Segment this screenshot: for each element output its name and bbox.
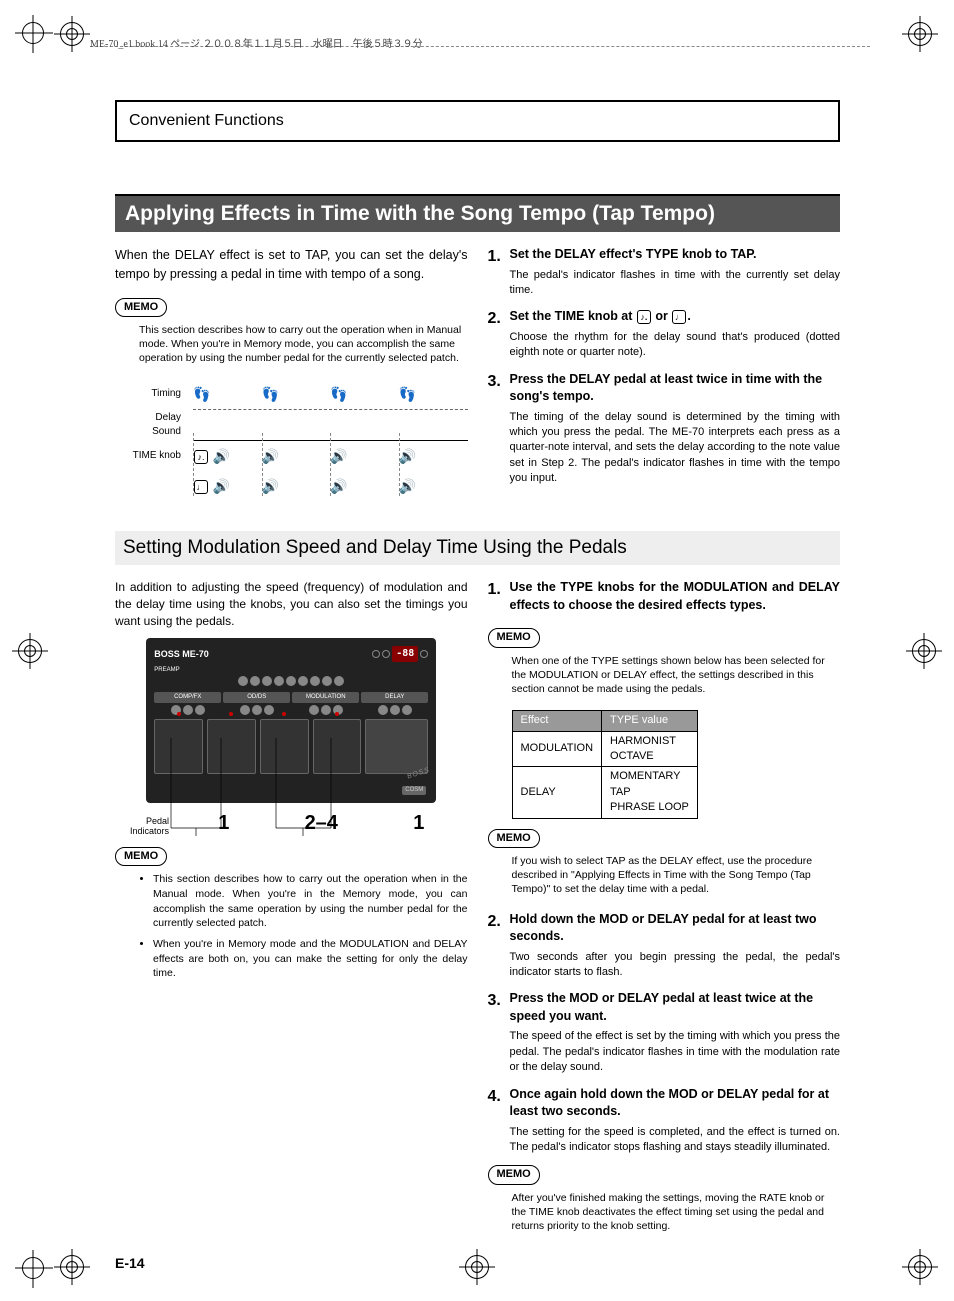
header-meta: ME-70_e1.book 14 ページ ２００８年１１月５日 水曜日 午後５時… [90, 35, 423, 50]
foot-icon: 👣 [193, 386, 210, 402]
memo-badge: MEMO [115, 298, 167, 317]
pedal-diagram: BOSS ME-70 -88 PREAMP COMP/FX [146, 638, 436, 803]
step-title: Use the TYPE knobs for the MODULATION an… [510, 579, 841, 614]
speaker-icon: 🔊 [213, 478, 230, 494]
table-cell: MOMENTARY TAP PHRASE LOOP [602, 767, 698, 818]
pedal-section: COMP/FX [154, 692, 221, 702]
table-cell: DELAY [512, 767, 602, 818]
step-title: Press the MOD or DELAY pedal at least tw… [510, 990, 841, 1025]
crop-mark [912, 639, 936, 663]
speaker-icon: 🔊 [399, 448, 416, 464]
foot-icon: 👣 [262, 386, 279, 402]
speaker-icon: 🔊 [330, 448, 347, 464]
callout-num: 1 [175, 809, 273, 837]
step-number: 4. [488, 1086, 510, 1156]
pedal-indicator-label: Pedal Indicators [115, 817, 175, 837]
step-number: 1. [488, 246, 510, 298]
callout-num: 2–4 [273, 809, 371, 837]
right-column: 1. Set the DELAY effect's TYPE knob to T… [488, 246, 841, 501]
pedal-section: DELAY [361, 692, 428, 702]
memo-badge: MEMO [115, 847, 167, 866]
step-title: Once again hold down the MOD or DELAY pe… [510, 1086, 841, 1121]
memo-badge: MEMO [488, 1165, 540, 1184]
speaker-icon: 🔊 [330, 478, 347, 494]
step-desc: The setting for the speed is completed, … [510, 1125, 841, 1156]
memo-text: This section describes how to carry out … [115, 323, 468, 366]
speaker-icon: 🔊 [262, 448, 279, 464]
pedal-section: MODULATION [292, 692, 359, 702]
crop-mark [908, 1255, 932, 1279]
pedal-cosm: COSM [402, 786, 426, 794]
pedal-display: -88 [392, 646, 418, 662]
step-title: Hold down the MOD or DELAY pedal for at … [510, 911, 841, 946]
timing-label: Delay Sound [125, 411, 193, 439]
step-number: 2. [488, 911, 510, 981]
callout-num: 1 [370, 809, 468, 837]
sub-banner: Setting Modulation Speed and Delay Time … [115, 531, 840, 565]
timing-label: TIME knob [125, 449, 193, 463]
crop-mark [18, 639, 42, 663]
table-cell: MODULATION [512, 731, 602, 767]
step-desc: The speed of the effect is set by the ti… [510, 1029, 841, 1075]
intro-text: When the DELAY effect is set to TAP, you… [115, 246, 468, 284]
pedal-section: OD/DS [223, 692, 290, 702]
foot-icon: 👣 [399, 386, 416, 402]
crop-mark [22, 22, 44, 44]
step-number: 3. [488, 990, 510, 1075]
left-column-b: In addition to adjusting the speed (freq… [115, 579, 468, 1247]
table-header: TYPE value [602, 711, 698, 731]
table-cell: HARMONIST OCTAVE [602, 731, 698, 767]
crop-mark [60, 22, 84, 46]
section-header-box: Convenient Functions [115, 100, 840, 142]
page-number: E-14 [115, 1255, 145, 1271]
step-number: 3. [488, 371, 510, 487]
foot-icon: 👣 [330, 386, 347, 402]
note-icon: ♩ [194, 480, 208, 494]
right-column-b: 1. Use the TYPE knobs for the MODULATION… [488, 579, 841, 1247]
step-desc: The timing of the delay sound is determi… [510, 410, 841, 487]
step-desc: The pedal's indicator flashes in time wi… [510, 268, 841, 299]
left-column: When the DELAY effect is set to TAP, you… [115, 246, 468, 501]
main-banner: Applying Effects in Time with the Song T… [115, 194, 840, 232]
table-header: Effect [512, 711, 602, 731]
crop-mark [908, 22, 932, 46]
timing-label: Timing [125, 387, 193, 401]
memo-text: When one of the TYPE settings shown belo… [488, 654, 841, 697]
timing-diagram: Timing 👣 👣 👣 👣 Delay Sound [115, 379, 468, 501]
section-header: Convenient Functions [129, 112, 826, 130]
memo-text: After you've finished making the setting… [488, 1191, 841, 1234]
note-icon: ♪. [637, 310, 651, 324]
step-desc: Choose the rhythm for the delay sound th… [510, 330, 841, 361]
crop-mark [22, 1257, 44, 1279]
memo-badge: MEMO [488, 829, 540, 848]
speaker-icon: 🔊 [213, 448, 230, 464]
step-title: Press the DELAY pedal at least twice in … [510, 371, 841, 406]
step-desc: Two seconds after you begin pressing the… [510, 950, 841, 981]
memo-badge: MEMO [488, 628, 540, 647]
page-content: Convenient Functions Applying Effects in… [115, 100, 840, 1247]
note-icon: ♪. [194, 450, 208, 464]
crop-mark [465, 1255, 489, 1279]
memo-item: When you're in Memory mode and the MODUL… [153, 937, 468, 981]
step-title: Set the DELAY effect's TYPE knob to TAP. [510, 246, 841, 264]
note-icon: ♩ [672, 310, 686, 324]
effect-table: EffectTYPE value MODULATIONHARMONIST OCT… [512, 710, 698, 818]
step-title: Set the TIME knob at ♪. or ♩. [510, 308, 841, 326]
speaker-icon: 🔊 [399, 478, 416, 494]
step-number: 2. [488, 308, 510, 360]
memo-text: If you wish to select TAP as the DELAY e… [488, 854, 841, 897]
step-number: 1. [488, 579, 510, 618]
speaker-icon: 🔊 [262, 478, 279, 494]
intro-b: In addition to adjusting the speed (freq… [115, 579, 468, 629]
memo-item: This section describes how to carry out … [153, 872, 468, 931]
pedal-brand: BOSS ME-70 [154, 648, 209, 661]
crop-mark [60, 1255, 84, 1279]
